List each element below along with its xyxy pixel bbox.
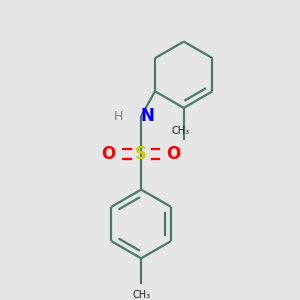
Text: O: O — [167, 145, 181, 163]
Text: O: O — [101, 145, 116, 163]
Text: CH₃: CH₃ — [132, 290, 150, 300]
Text: N: N — [141, 107, 154, 125]
Text: CH₃: CH₃ — [172, 126, 190, 136]
Text: H: H — [114, 110, 124, 123]
Text: S: S — [135, 145, 147, 163]
